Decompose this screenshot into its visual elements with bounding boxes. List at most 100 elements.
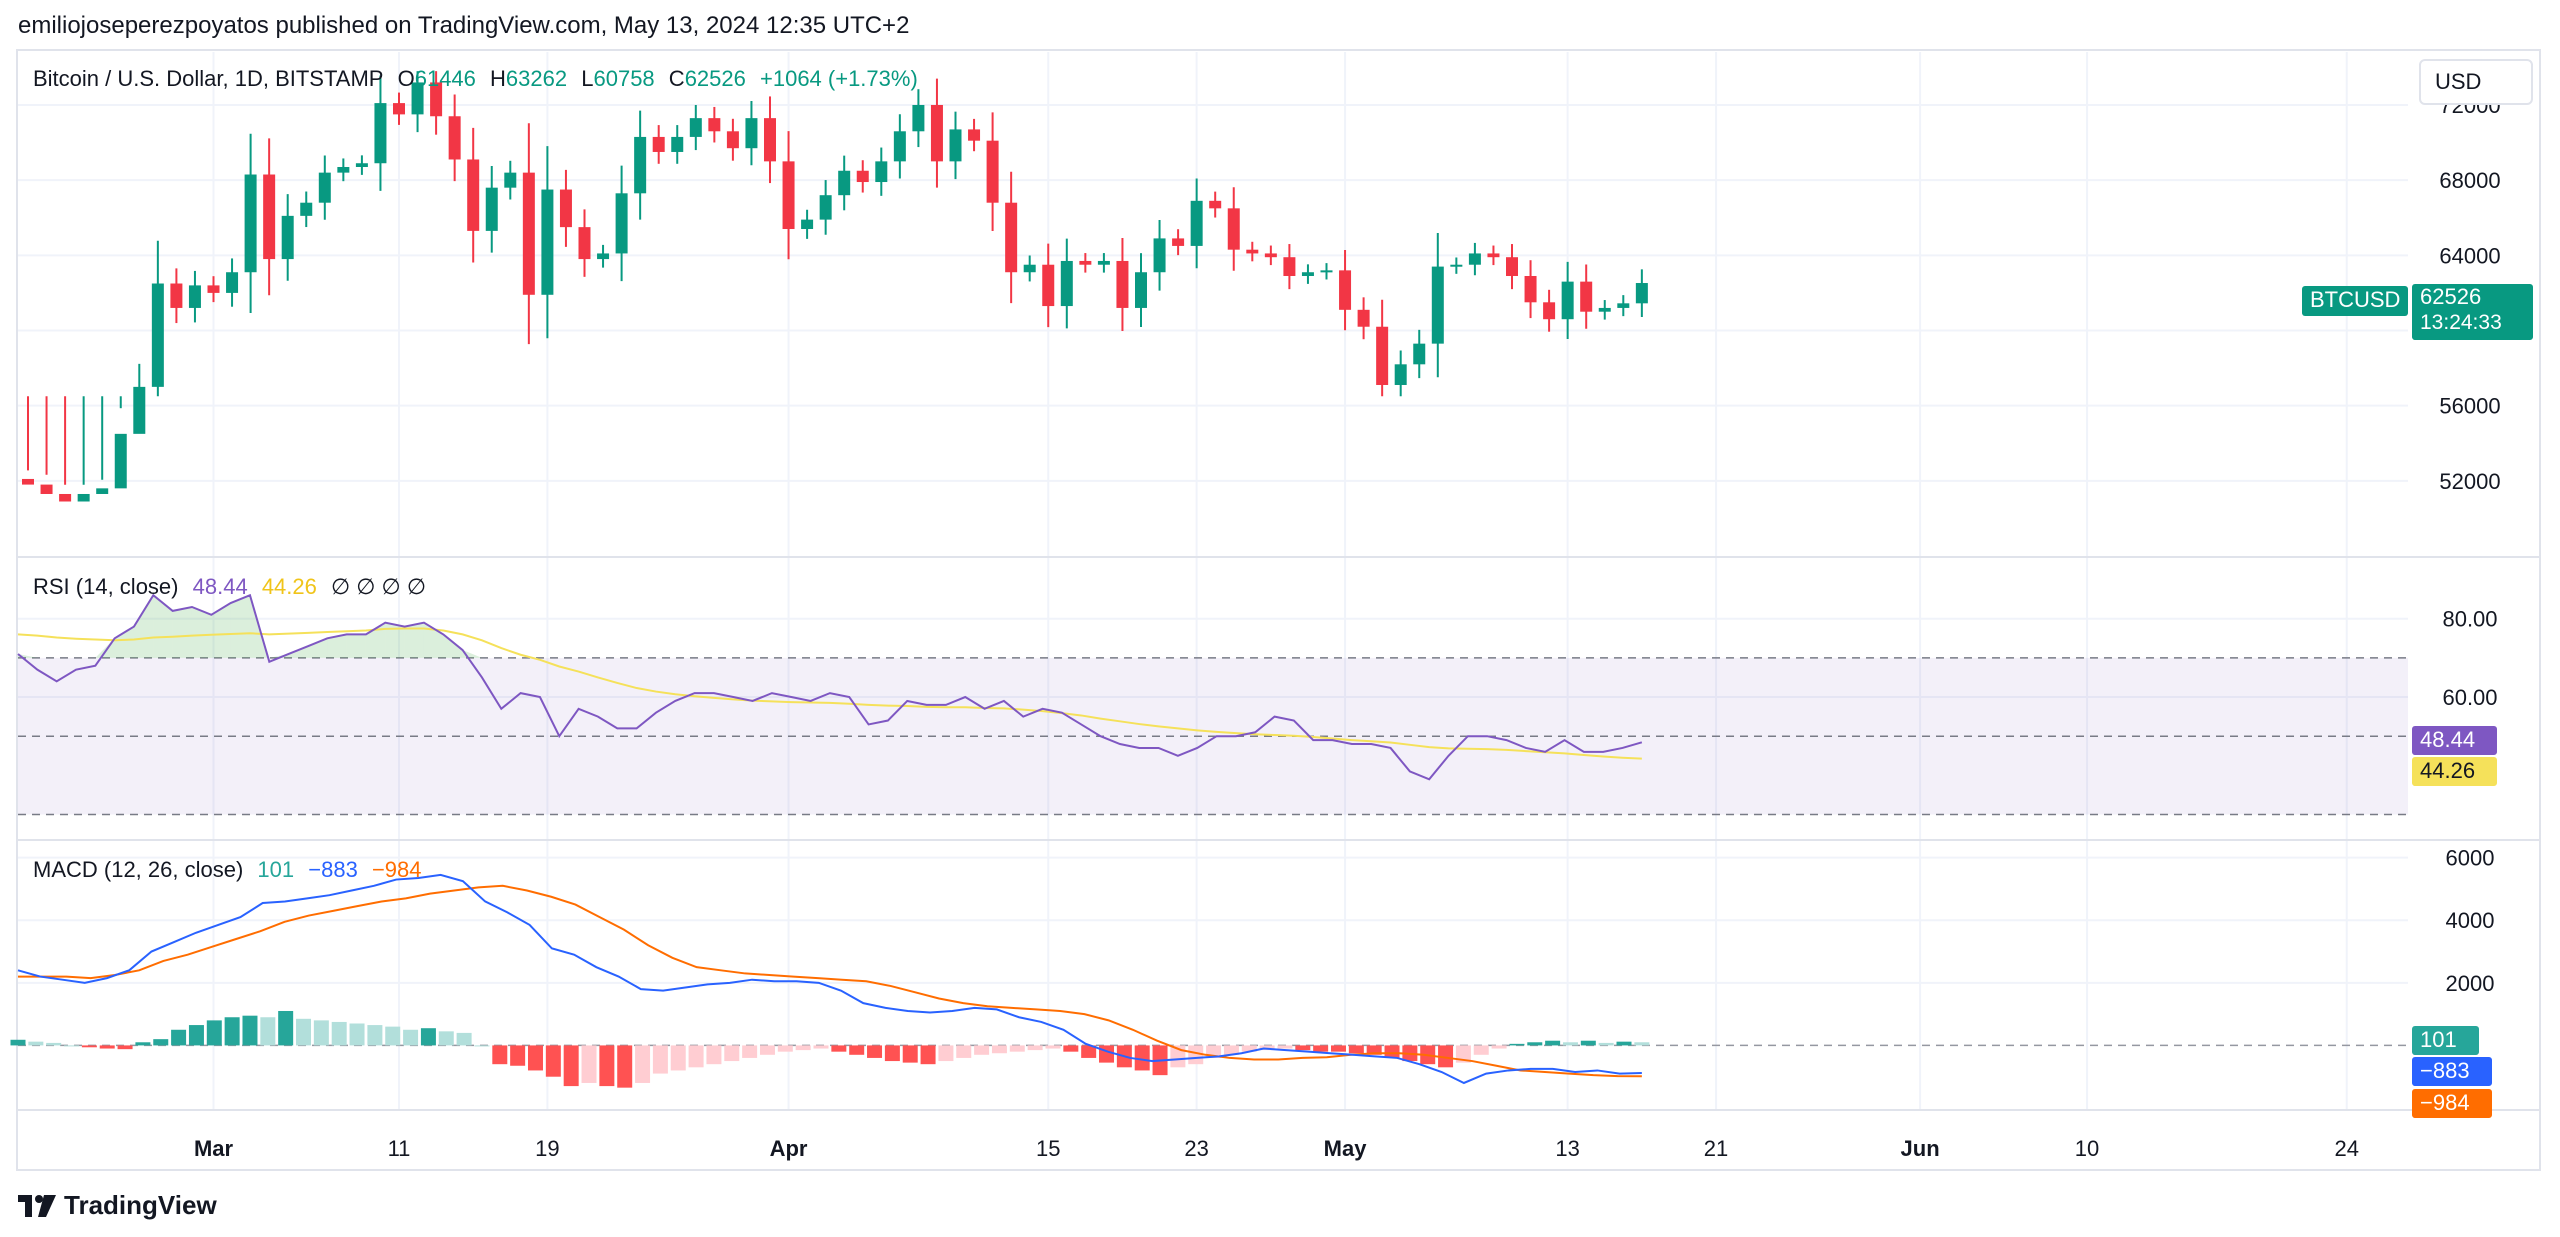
y-tick-label: 80.00: [2442, 607, 2497, 632]
grid: [18, 52, 2539, 1111]
macd-histogram-bar: [171, 1029, 187, 1046]
signal-line: [18, 884, 1642, 1078]
candle-body: [1450, 264, 1463, 267]
macd-histogram-bar: [420, 1028, 436, 1046]
macd-histogram-bar: [1366, 1045, 1382, 1055]
candle-body: [1264, 253, 1277, 258]
y-tick-label: 52000: [2439, 469, 2500, 494]
macd-tag: −883: [2412, 1057, 2492, 1086]
hist-tag: 101: [2412, 1026, 2479, 1055]
macd-histogram-bar: [1348, 1045, 1364, 1054]
macd-histogram-bar: [617, 1045, 633, 1088]
rsi-tag: 48.44: [2412, 726, 2497, 755]
macd-histogram-bar: [278, 1010, 294, 1046]
candle-body: [1023, 264, 1036, 273]
macd-histogram-bar: [813, 1045, 829, 1049]
macd-histogram-bar: [867, 1045, 883, 1058]
rsi-overbought-fill: [95, 638, 115, 658]
tradingview-logo-icon: [18, 1194, 56, 1217]
rsi-overbought-fill: [346, 634, 366, 658]
candle-body: [59, 493, 72, 502]
tradingview-logo[interactable]: TradingView: [18, 1190, 217, 1221]
candle-body: [838, 170, 851, 196]
candle-body: [96, 488, 109, 494]
macd-histogram-bar: [974, 1045, 990, 1055]
candle-body: [1635, 283, 1648, 304]
candle-body: [541, 189, 554, 295]
candle-body: [133, 386, 146, 434]
macd-histogram-bar: [1616, 1041, 1632, 1046]
macd-histogram-bar: [742, 1045, 758, 1058]
y-tick-label: 60.00: [2442, 685, 2497, 710]
candle-body: [1135, 272, 1147, 308]
candle-body: [504, 172, 517, 188]
macd-histogram-bar: [1099, 1045, 1115, 1063]
candle-body: [1005, 202, 1018, 273]
macd-histogram-bar: [1509, 1043, 1525, 1046]
macd-histogram-bar: [1134, 1045, 1150, 1071]
candle-body: [1042, 264, 1055, 307]
macd-histogram-bar: [1562, 1042, 1578, 1046]
candle-body: [1153, 238, 1166, 273]
rsi-line: [17, 593, 1643, 781]
macd-histogram-bar: [1313, 1045, 1329, 1052]
macd-histogram-bar: [117, 1045, 133, 1050]
candle-body: [207, 285, 220, 293]
macd-histogram-bar: [1455, 1045, 1471, 1063]
candle-body: [485, 187, 498, 231]
candle-body: [856, 170, 869, 183]
candle-body: [522, 172, 535, 295]
macd-histogram-bar: [1277, 1045, 1293, 1049]
currency-selector[interactable]: USD: [2419, 59, 2533, 105]
rsi-ma-tag: 44.26: [2412, 757, 2497, 786]
price-tag-value: 62526: [2420, 284, 2482, 309]
macd-histogram-bar: [563, 1045, 579, 1087]
candle-body: [1246, 249, 1259, 254]
open-label: O: [397, 66, 415, 91]
tradingview-brand: TradingView: [64, 1190, 217, 1220]
rsi-legend-value: 48.44: [192, 574, 248, 599]
candle-body: [1561, 281, 1574, 320]
rsi-overbought-fill: [172, 606, 192, 658]
macd-legend-value: −883: [308, 857, 358, 882]
symbol-tag: BTCUSD: [2302, 286, 2409, 316]
candle-body: [559, 189, 572, 228]
candle-body: [1172, 238, 1185, 246]
candle-body: [467, 159, 480, 231]
rsi-ma-line: [17, 627, 1642, 760]
macd-histogram-bar: [1527, 1042, 1543, 1046]
macd-histogram-bar: [153, 1039, 169, 1046]
candle-body: [1209, 200, 1222, 209]
candle-body: [615, 193, 628, 254]
macd-histogram-bar: [706, 1045, 722, 1065]
macd-histogram-bar: [242, 1015, 258, 1046]
candle-body: [801, 219, 814, 230]
countdown-value: 13:24:33: [2420, 311, 2502, 334]
macd-histogram-bar: [438, 1031, 454, 1046]
candle-body: [374, 103, 387, 164]
macd-histogram-bar: [296, 1018, 312, 1046]
y-tick-label: 4000: [2446, 908, 2495, 933]
rsi-overbought-fill: [114, 626, 134, 658]
macd-histogram-bar: [1438, 1045, 1454, 1068]
macd-histogram-bar: [849, 1045, 865, 1055]
candle-body: [1376, 326, 1389, 385]
axes: Mar 11 19 Apr 15 23 May 13 21 Jun 10 24720006800064…: [194, 93, 2501, 1161]
candle-body: [968, 129, 981, 141]
rsi-legend-title: RSI (14, close): [33, 574, 179, 599]
candle-body: [1506, 257, 1518, 276]
candle-body: [1320, 270, 1333, 273]
publication-header: emiliojoseperezpoyatos published on Trad…: [18, 12, 910, 39]
macd-histogram-bar: [492, 1045, 508, 1065]
macd-histogram-bar: [1259, 1045, 1275, 1051]
macd-histogram-bar: [403, 1029, 419, 1046]
low-value: 60758: [593, 66, 655, 91]
y-tick-label: 6000: [2446, 846, 2495, 871]
candle-body: [393, 103, 405, 115]
rsi-pane: [17, 593, 2408, 816]
macd-histogram-bar: [1295, 1045, 1311, 1051]
macd-histogram-bar: [331, 1021, 347, 1046]
macd-histogram-bar: [1045, 1045, 1061, 1049]
high-label: H: [490, 66, 506, 91]
